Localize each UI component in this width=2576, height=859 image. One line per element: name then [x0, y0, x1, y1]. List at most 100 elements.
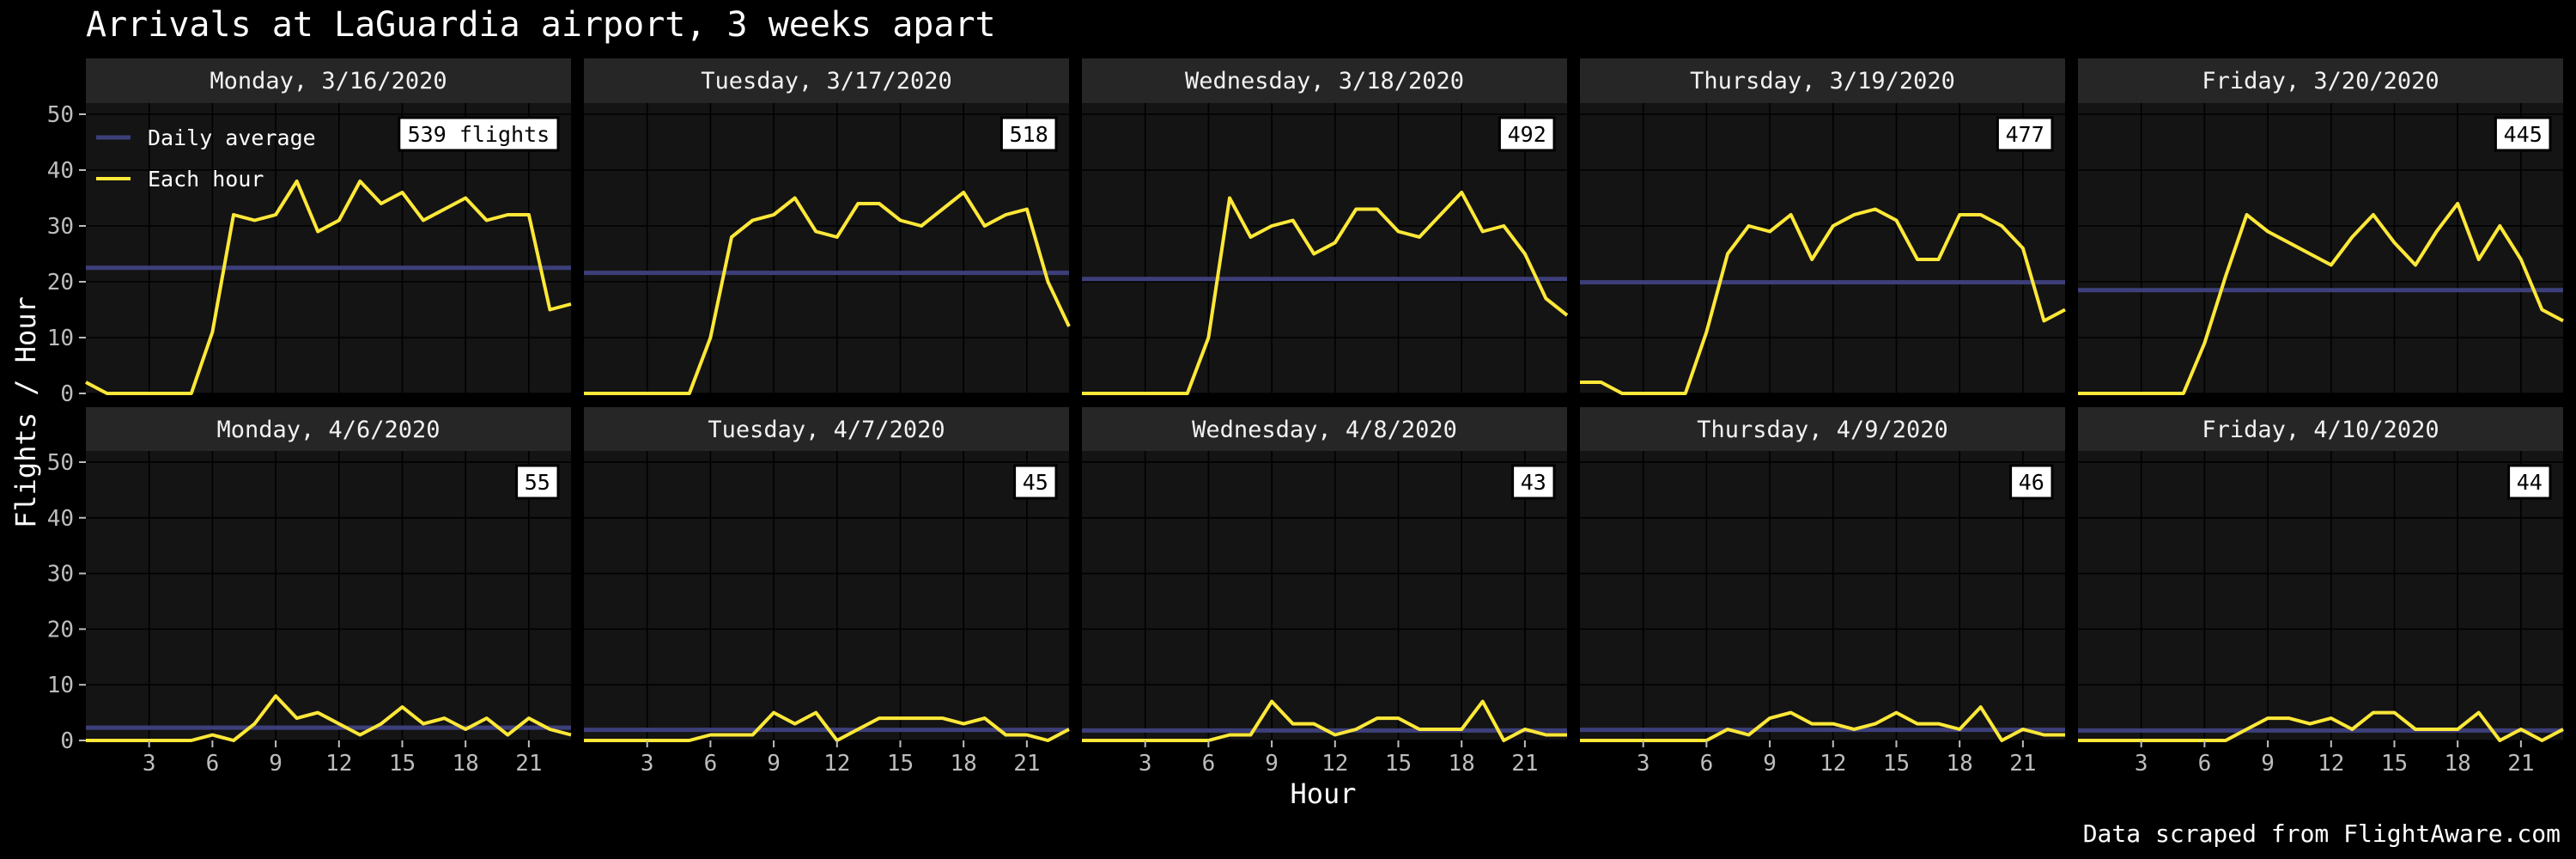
panel-title: Thursday, 3/19/2020: [1690, 68, 1955, 94]
plot-area: [1580, 103, 2065, 393]
plot-area: [86, 451, 571, 740]
total-label-box: [2009, 464, 2054, 500]
chart-title: Arrivals at LaGuardia airport, 3 weeks a…: [86, 5, 996, 45]
x-axis-label: Hour: [1290, 777, 1357, 810]
facet-panel: Monday, 3/16/2020 539 flights 0 10 20 30 40 50 D…: [47, 58, 572, 407]
x-tick-label: 3: [2135, 751, 2148, 777]
total-label-box: [2507, 464, 2552, 500]
panel-strip: [2078, 407, 2563, 451]
panel-strip: [1580, 58, 2065, 103]
facet-panel: Friday, 3/20/2020 445: [2078, 58, 2564, 395]
x-tick-label: 3: [641, 751, 654, 777]
x-tick-label: 15: [2381, 751, 2408, 777]
panel-strip: [1082, 407, 1567, 451]
x-tick-label: 18: [2445, 751, 2471, 777]
panel-strip: [1082, 58, 1567, 103]
plot-area: [2078, 103, 2563, 393]
facet-panel: Thursday, 4/9/2020 46 3 6 9 12 15 18 21: [1580, 407, 2065, 777]
hourly-arrivals-line: [1082, 699, 1567, 742]
hourly-arrivals-line: [1580, 207, 2066, 395]
hourly-arrivals-line: [2078, 202, 2564, 395]
total-label-box: [1013, 464, 1058, 500]
y-tick-label: 40: [47, 506, 74, 532]
panel-title: Monday, 3/16/2020: [210, 68, 447, 94]
x-tick-label: 21: [2507, 751, 2534, 777]
x-tick-label: 21: [1013, 751, 1040, 777]
plot-area: [584, 103, 1069, 393]
total-flights-label: 44: [2517, 470, 2543, 495]
x-tick-label: 6: [2198, 751, 2212, 777]
y-tick-label: 20: [47, 617, 74, 643]
facet-panel: Thursday, 3/19/2020 477: [1580, 58, 2066, 395]
total-label-box: [999, 116, 1058, 152]
total-flights-label: 43: [1521, 470, 1546, 495]
x-tick-label: 18: [453, 751, 479, 777]
x-tick-label: 6: [1700, 751, 1714, 777]
x-tick-label: 21: [1511, 751, 1538, 777]
x-tick-label: 15: [887, 751, 914, 777]
panel-title: Wednesday, 4/8/2020: [1192, 417, 1457, 443]
x-tick-label: 15: [1385, 751, 1412, 777]
x-tick-label: 12: [2318, 751, 2344, 777]
panel-title: Tuesday, 4/7/2020: [708, 417, 945, 443]
x-tick-label: 6: [1202, 751, 1216, 777]
y-tick-label: 10: [47, 326, 74, 351]
facet-panel: Wednesday, 3/18/2020 492: [1082, 58, 1569, 395]
panel-title: Wednesday, 3/18/2020: [1185, 68, 1464, 94]
plot-area: [2078, 451, 2563, 740]
hourly-arrivals-line: [584, 710, 1070, 742]
total-flights-label: 45: [1023, 470, 1048, 495]
plot-area: [1082, 451, 1567, 740]
panel-strip: [2078, 58, 2563, 103]
panel-strip: [86, 58, 571, 103]
panel-strip: [584, 407, 1069, 451]
total-label-box: [515, 464, 560, 500]
legend-label: Daily average: [148, 125, 316, 150]
y-tick-label: 30: [47, 562, 74, 588]
x-tick-label: 21: [515, 751, 542, 777]
hourly-arrivals-line: [584, 191, 1071, 395]
panel-strip: [584, 58, 1069, 103]
total-flights-label: 492: [1508, 122, 1546, 147]
x-tick-label: 3: [1637, 751, 1650, 777]
y-tick-label: 50: [47, 450, 74, 476]
total-label-box: [2494, 116, 2552, 152]
total-flights-label: 55: [525, 470, 550, 495]
plot-area: [584, 451, 1069, 740]
y-tick-label: 30: [47, 214, 74, 240]
x-tick-label: 15: [389, 751, 416, 777]
facet-panel: Tuesday, 4/7/2020 45 3 6 9 12 15 18 21: [584, 407, 1070, 777]
panel-title: Friday, 4/10/2020: [2202, 417, 2439, 443]
legend: Daily average Each hour: [96, 125, 316, 192]
hourly-arrivals-line: [85, 180, 572, 395]
source-caption: Data scraped from FlightAware.com: [2082, 819, 2561, 848]
plot-area: [1580, 451, 2065, 740]
facet-panel: Tuesday, 3/17/2020 518: [584, 58, 1071, 395]
legend-label: Each hour: [148, 167, 264, 192]
panel-strip: [86, 407, 571, 451]
x-tick-label: 9: [2261, 751, 2275, 777]
facet-panel: Wednesday, 4/8/2020 43 3 6 9 12 15 18 21: [1082, 407, 1567, 777]
x-tick-label: 18: [1947, 751, 1973, 777]
hourly-arrivals-line: [1082, 191, 1569, 395]
facet-panel: Monday, 4/6/2020 55 3 6 9 12 15 18 21 0 10 20 30 40 50: [47, 407, 572, 777]
y-tick-label: 40: [47, 158, 74, 184]
y-tick-label: 50: [47, 102, 74, 128]
hourly-arrivals-line: [2078, 710, 2564, 742]
panel-strip: [1580, 407, 2065, 451]
hourly-arrivals-line: [86, 694, 572, 742]
x-tick-label: 21: [2009, 751, 2036, 777]
y-tick-label: 10: [47, 673, 74, 698]
y-tick-label: 20: [47, 270, 74, 295]
total-flights-label: 46: [2019, 470, 2044, 495]
panel-title: Tuesday, 3/17/2020: [701, 68, 952, 94]
x-tick-label: 12: [1321, 751, 1348, 777]
total-label-box: [398, 116, 560, 152]
x-tick-label: 12: [1820, 751, 1846, 777]
total-label-box: [1996, 116, 2054, 152]
panel-title: Thursday, 4/9/2020: [1697, 417, 1948, 443]
total-flights-label: 518: [1010, 122, 1048, 147]
total-label-box: [1511, 464, 1556, 500]
